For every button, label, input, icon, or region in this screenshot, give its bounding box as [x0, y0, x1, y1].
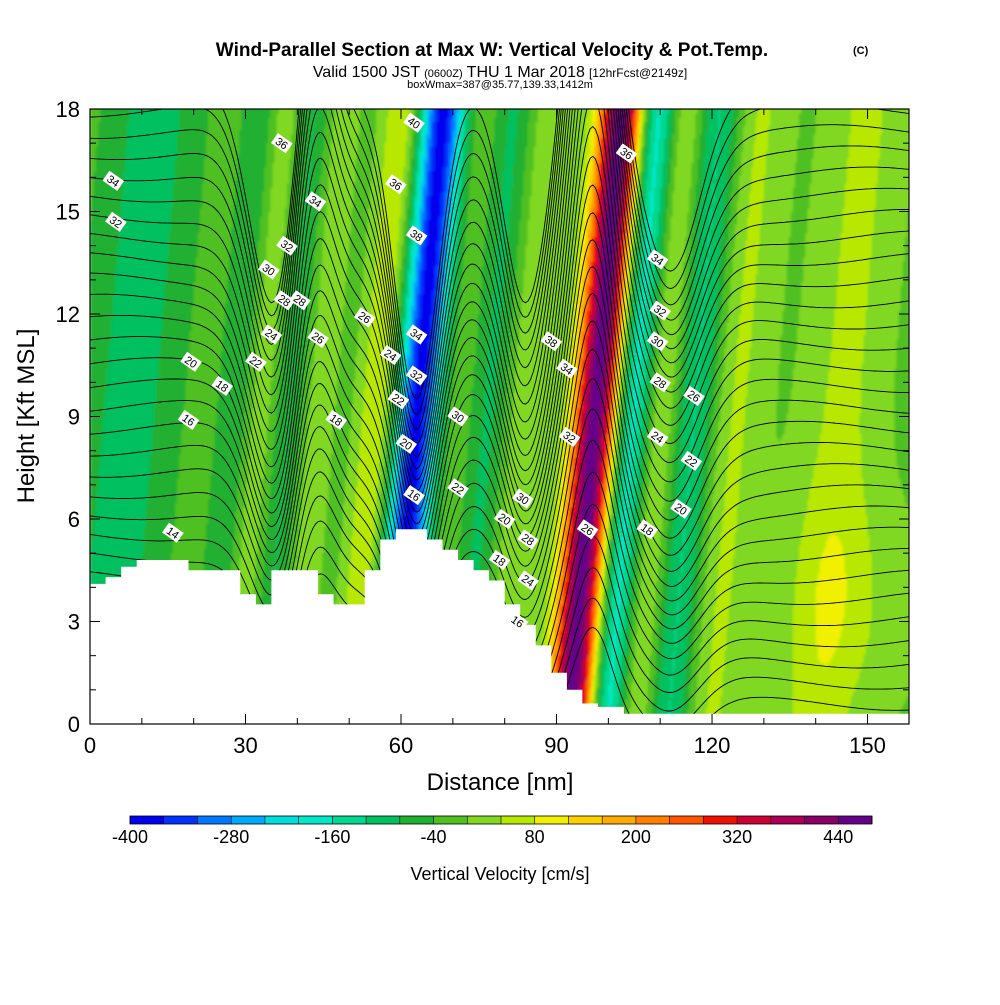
chart-figure: Wind-Parallel Section at Max W: Vertical… [0, 0, 1000, 1000]
chart-subtitle-box: boxWmax=387@35.77,139.33,1412m [407, 79, 593, 91]
subtitle-valid: Valid 1500 JST [313, 64, 421, 81]
subtitle-forecast: [12hrFcst@2149z] [589, 66, 687, 80]
chart-title-mark: (C) [853, 45, 869, 57]
chart-title: Wind-Parallel Section at Max W: Vertical… [216, 40, 768, 61]
chart-svg: Wind-Parallel Section at Max W: Vertical… [0, 0, 1000, 1000]
